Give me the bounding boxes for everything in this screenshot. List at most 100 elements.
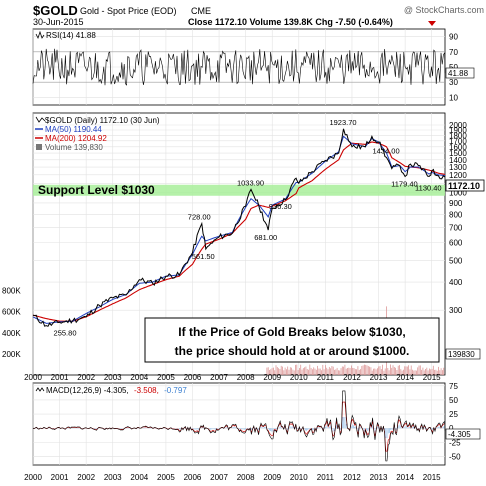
rsi-icon: [35, 30, 45, 40]
volume-tick-label: 400K: [2, 329, 21, 338]
volume-legend-icon: [36, 144, 42, 150]
annotation-label: 561.50: [192, 252, 215, 261]
macd-line: [32, 390, 446, 462]
x-tick-label: 2003: [104, 373, 122, 382]
price-grid: [32, 113, 445, 375]
last-price-box: [445, 179, 485, 192]
x-tick-label: 2012: [343, 373, 361, 382]
price-annotations: 255.80 728.00 561.50 1033.90 936.30 681.00 192…: [54, 118, 442, 338]
x-tick-label: 2014: [396, 373, 414, 382]
legend-entry: MA(200) 1204.92: [45, 134, 107, 143]
annotation-label: 1033.90: [237, 178, 264, 187]
volume-bars: [266, 306, 445, 375]
x-tick-label: 2008: [237, 473, 255, 482]
price-ticks: 2000190018001700160015001400130012001100…: [449, 121, 467, 315]
callout-box: [144, 317, 440, 363]
macd-tick-label: -25: [449, 438, 461, 447]
watermark: @ StockCharts.com: [404, 5, 484, 15]
support-band: [33, 184, 445, 196]
price-tick-label: 1700: [449, 137, 467, 146]
symbol-title: $GOLD: [33, 3, 78, 18]
rsi-tick-label: 90: [449, 33, 458, 42]
x-tick-label: 2012: [343, 473, 361, 482]
price-tick-label: 900: [449, 199, 463, 208]
x-tick-label: 2008: [237, 373, 255, 382]
annotation-label: 1179.40: [391, 180, 418, 189]
rsi-tick-label: 70: [449, 48, 458, 57]
annotation-label: 1434.00: [373, 146, 400, 155]
x-tick-label: 2001: [51, 373, 69, 382]
down-triangle-icon: [428, 21, 436, 26]
last-price-value: 1172.10: [448, 181, 480, 191]
x-tick-label: 2006: [184, 473, 202, 482]
ma50-line: [32, 135, 446, 324]
x-tick-label: 2001: [51, 473, 69, 482]
x-tick-label: 2002: [77, 473, 95, 482]
macd-label-signal: -3.508,: [134, 386, 159, 395]
price-tick-label: 600: [449, 239, 463, 248]
macd-ticks: 7550250-25-50: [449, 382, 461, 462]
x-tick-label: 2011: [317, 373, 335, 382]
price-tick-label: 1900: [449, 126, 467, 135]
macd-panel: MACD(12,26,9) -4.305, -3.508, -0.797 75 5…: [32, 382, 481, 466]
volume-ticks: 800K 600K 400K 200K: [2, 287, 21, 359]
x-tick-label: 2014: [396, 473, 414, 482]
volume-tick-label: 800K: [2, 287, 21, 296]
price-tick-label: 700: [449, 223, 463, 232]
x-tick-label: 2013: [370, 373, 388, 382]
x-tick-label: 2006: [184, 373, 202, 382]
quote-summary: Close 1172.10 Volume 139.8K Chg -7.50 (-…: [188, 17, 393, 27]
support-label: Support Level $1030: [38, 183, 155, 197]
x-tick-label: 2000: [24, 473, 42, 482]
price-tick-label: 1300: [449, 163, 467, 172]
x-tick-label: 2015: [423, 373, 441, 382]
price-tick-label: 1600: [449, 143, 467, 152]
macd-last-value: -4.305: [448, 430, 471, 439]
rsi-last-box: [445, 67, 475, 79]
last-volume-box: [445, 348, 481, 360]
volume-tick-label: 200K: [2, 350, 21, 359]
x-tick-label: 2007: [210, 473, 228, 482]
price-tick-label: 800: [449, 210, 463, 219]
x-tick-label: 2003: [104, 473, 122, 482]
price-tick-label: 1800: [449, 131, 467, 140]
macd-grid: [32, 383, 445, 465]
rsi-ticks: 90 70 50 30 10: [449, 33, 458, 103]
x-tick-label: 2011: [317, 473, 335, 482]
x-tick-label: 2004: [130, 373, 148, 382]
annotation-label: 1130.40: [415, 184, 442, 193]
price-tick-label: 1200: [449, 171, 467, 180]
rsi-panel: RSI(14) 41.88 90 70 50 30 10 41.88: [32, 28, 475, 106]
callout-line-1: If the Price of Gold Breaks below $1030,: [178, 325, 405, 339]
price-tick-label: 500: [449, 256, 463, 265]
x-tick-label: 2009: [263, 373, 281, 382]
rsi-tick-label: 30: [449, 78, 458, 87]
price-panel: Support Level $1030 255.80 728.00 561.50 10…: [2, 112, 485, 376]
x-tick-label: 2007: [210, 373, 228, 382]
price-legend-icon: [35, 116, 46, 123]
price-tick-label: 1400: [449, 156, 467, 165]
x-tick-label: 2010: [290, 473, 308, 482]
x-tick-label: 2010: [290, 373, 308, 382]
macd-label-base: MACD(12,26,9) -4.305,: [46, 386, 129, 395]
volume-tick-label: 600K: [2, 308, 21, 317]
price-tick-label: 1000: [449, 189, 467, 198]
rsi-last-value: 41.88: [448, 69, 469, 78]
macd-label: MACD(12,26,9) -4.305, -3.508, -0.797: [46, 386, 187, 395]
macd-label-hist: -0.797: [164, 386, 187, 395]
x-tick-label: 2002: [77, 373, 95, 382]
ma200-line: [32, 141, 446, 322]
rsi-tick-label: 50: [449, 63, 458, 72]
rsi-label: RSI(14) 41.88: [46, 31, 96, 40]
price-tick-label: 300: [449, 306, 463, 315]
callout-line-2: the price should hold at or around $1000…: [175, 344, 410, 358]
annotation-label: 681.00: [254, 233, 277, 242]
x-axis-bottom: 2000 2001 2002 2003 2004 2005 2006 2007 2008 2009…: [24, 473, 441, 482]
last-volume-value: 139830: [448, 350, 475, 359]
price-tick-label: 2000: [449, 121, 467, 130]
annotation-label: 255.80: [54, 329, 77, 338]
x-tick-label: 2005: [157, 473, 175, 482]
rsi-tick-label: 10: [449, 93, 458, 102]
macd-tick-label: -50: [449, 453, 461, 462]
